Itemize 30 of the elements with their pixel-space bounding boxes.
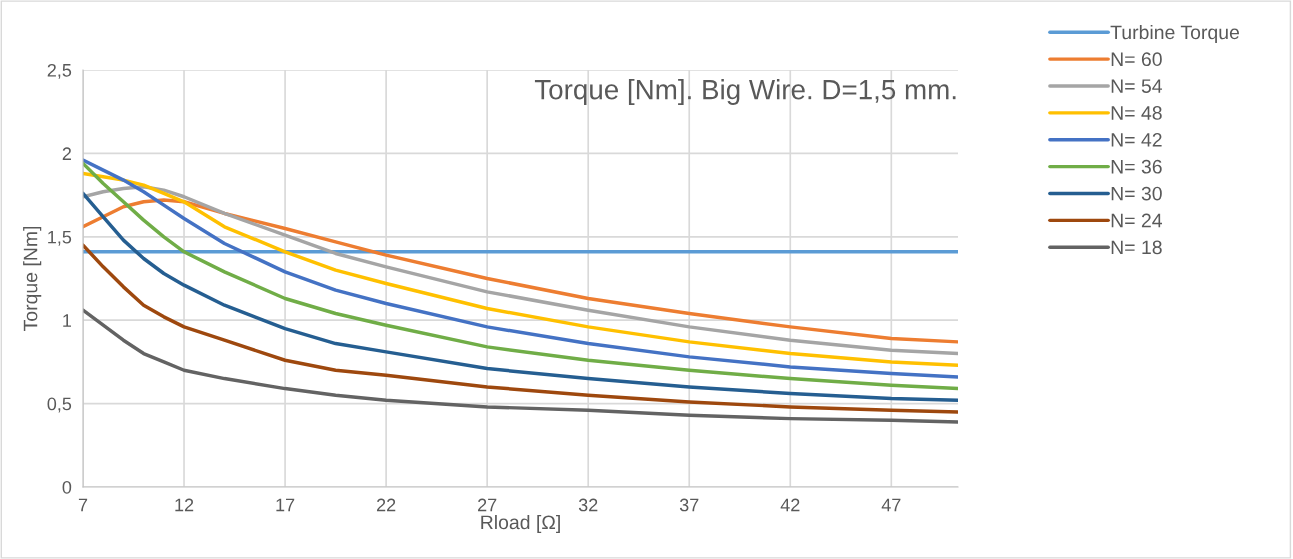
x-tick-label: 37: [679, 498, 699, 512]
legend-label: N= 54: [1111, 79, 1163, 93]
x-tick-label: 27: [478, 498, 497, 512]
legend-label: N= 24: [1111, 213, 1163, 228]
x-tick-label: 7: [78, 498, 88, 512]
legend-label: Turbine Torque: [1110, 24, 1239, 44]
y-axis-title: Torque [Nm]: [23, 226, 42, 331]
x-tick-label: 12: [175, 498, 194, 512]
y-tick-label: 1,5: [48, 230, 72, 246]
x-axis-title: Rload [Ω]: [481, 514, 560, 534]
x-tick-label: 17: [276, 498, 295, 512]
legend-label: N= 30: [1111, 186, 1162, 201]
y-tick-label: 2,5: [47, 63, 72, 79]
legend-label: N= 60: [1111, 52, 1162, 67]
x-tick-label: 32: [578, 498, 598, 512]
x-tick-label: 47: [881, 498, 901, 512]
y-tick-label: 2: [62, 147, 71, 160]
legend-label: N= 48: [1111, 106, 1162, 120]
line-series: [83, 191, 958, 402]
line-series: [83, 308, 958, 424]
legend-label: N= 36: [1111, 159, 1162, 174]
y-tick-label: 0: [62, 480, 72, 494]
x-tick-label: 42: [780, 498, 800, 512]
chart-title: Torque [Nm]. Big Wire. D=1,5 mm.: [534, 79, 956, 105]
line-series: [83, 243, 958, 414]
legend-label: N= 18: [1111, 240, 1162, 255]
legend-label: N= 42: [1111, 132, 1162, 147]
y-tick-label: 0,5: [47, 397, 72, 413]
x-tick-label: 22: [376, 498, 396, 512]
y-tick-label: 1: [63, 314, 72, 327]
